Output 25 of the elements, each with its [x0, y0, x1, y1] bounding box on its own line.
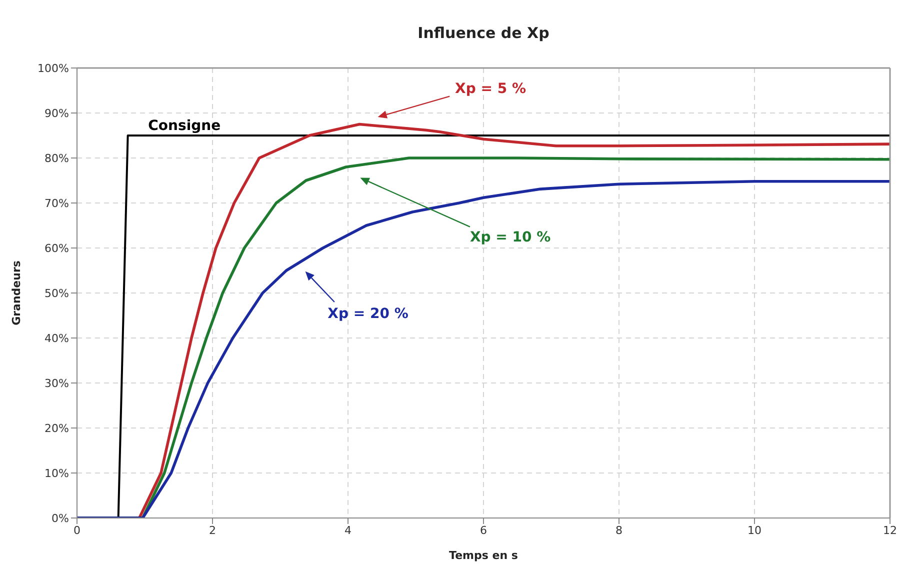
x-tick-label: 6	[480, 524, 487, 537]
x-axis-title: Temps en s	[449, 549, 518, 562]
legend-label: Xp = 20 %	[328, 306, 408, 322]
x-tick-label: 0	[74, 524, 80, 537]
y-tick-label: 0%	[52, 512, 69, 525]
chart-title: Influence de Xp	[418, 24, 550, 42]
x-tick-label: 10	[748, 524, 762, 537]
y-axis-title: Grandeurs	[10, 260, 23, 326]
y-tick-label: 40%	[44, 332, 69, 345]
x-tick-label: 8	[616, 524, 622, 537]
text: Xp = 10 %	[470, 229, 551, 246]
x-tick-label: 12	[883, 524, 897, 537]
x-tick-label: 4	[344, 524, 352, 537]
y-tick-label: 10%	[44, 466, 69, 480]
y-tick-label: 30%	[44, 376, 69, 390]
y-tick-label: 20%	[44, 422, 69, 435]
x-tick-label: 2	[209, 524, 216, 537]
y-tick-label: 70%	[44, 196, 69, 210]
y-tick-label: 60%	[44, 242, 69, 255]
text: Xp = 5 %	[455, 80, 526, 97]
y-tick-label: 100%	[38, 62, 69, 75]
series-label: Consigne	[148, 118, 221, 134]
y-tick-label: 80%	[44, 152, 69, 165]
y-tick-label: 90%	[44, 106, 69, 120]
y-tick-label: 50%	[44, 286, 69, 300]
